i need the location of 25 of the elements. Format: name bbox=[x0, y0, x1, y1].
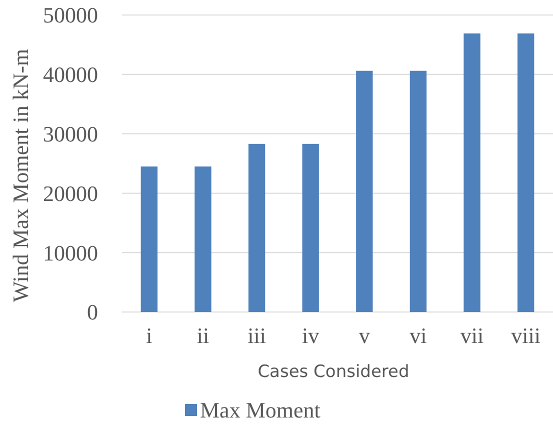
bar bbox=[464, 33, 480, 312]
x-tick-label: vi bbox=[410, 323, 427, 348]
x-tick-label: iii bbox=[248, 323, 266, 348]
x-tick-label: iv bbox=[302, 323, 320, 348]
y-tick-label: 20000 bbox=[43, 180, 98, 206]
y-tick-label: 30000 bbox=[43, 122, 98, 146]
bar bbox=[410, 70, 427, 312]
bar bbox=[140, 166, 158, 312]
bar bbox=[302, 144, 319, 312]
y-tick-label: 40000 bbox=[43, 62, 98, 88]
x-tick-label: viii bbox=[511, 323, 540, 348]
x-tick-label: v bbox=[358, 323, 370, 348]
legend-label: Max Moment bbox=[200, 398, 320, 423]
x-axis-title: Cases Considered bbox=[258, 362, 410, 382]
y-tick-label: 0 bbox=[87, 300, 98, 325]
x-tick-label: i bbox=[146, 323, 152, 348]
x-tick-label: vii bbox=[460, 323, 484, 348]
y-tick-label: 50000 bbox=[43, 2, 98, 28]
bar bbox=[517, 33, 534, 312]
bar bbox=[356, 70, 373, 312]
bar bbox=[194, 166, 212, 312]
y-axis-title: Wind Max Moment in kN-m bbox=[8, 48, 33, 302]
bar bbox=[248, 144, 266, 312]
y-tick-label: 10000 bbox=[43, 240, 98, 266]
x-tick-label: ii bbox=[196, 323, 210, 348]
